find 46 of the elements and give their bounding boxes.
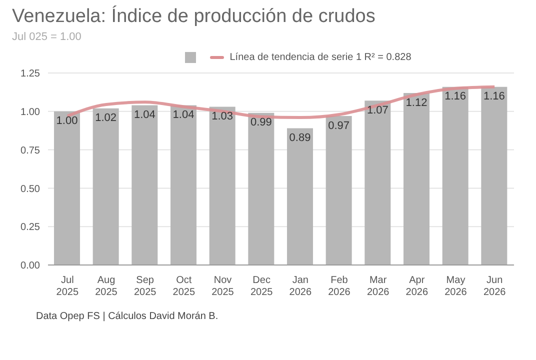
- data-label: 1.12: [406, 96, 428, 109]
- bar: [287, 128, 313, 265]
- bar: [170, 105, 196, 265]
- text: Data Opep FS | Cálculos David Morán B.: [35, 311, 220, 322]
- bar: [54, 111, 80, 265]
- data-label: 1.03: [212, 110, 234, 123]
- x-tick-label: Nov 2025: [212, 275, 234, 298]
- x-tick-label: Sep 2025: [134, 275, 157, 298]
- bar: [132, 105, 158, 265]
- x-tick-label: Apr 2026: [406, 275, 428, 298]
- bar: [326, 116, 352, 265]
- x-tick-label: Jan 2026: [289, 275, 312, 298]
- x-tick-label: Mar 2026: [366, 275, 390, 298]
- data-label: 1.07: [366, 104, 388, 116]
- data-label: 0.97: [328, 120, 350, 132]
- data-label: 0.99: [250, 116, 272, 129]
- y-tick-label: 0.75: [20, 145, 40, 156]
- bar: [442, 86, 468, 265]
- y-tick-label: 0.50: [20, 184, 40, 195]
- legend-label: Línea de tendencia de serie 1 R² = 0.828: [230, 52, 412, 62]
- data-label: 1.04: [134, 109, 156, 122]
- x-tick-label: Dec 2025: [250, 275, 274, 298]
- y-tick-label: 1.25: [20, 68, 40, 80]
- x-tick-label: Feb 2026: [328, 275, 351, 298]
- bar: [404, 92, 430, 265]
- data-label: 1.16: [483, 90, 505, 103]
- bar: [92, 108, 119, 265]
- x-tick-label: May 2026: [444, 275, 468, 298]
- bar: [248, 112, 274, 265]
- y-tick-label: 0.25: [20, 222, 40, 234]
- bar: [481, 86, 508, 265]
- y-tick-label: 0.00: [20, 260, 40, 272]
- x-tick-label: Oct 2025: [172, 275, 196, 298]
- data-label: 1.16: [444, 90, 466, 103]
- chart-title: Venezuela: Índice de producción de crudos: [11, 6, 376, 28]
- data-label: 1.04: [172, 109, 194, 122]
- x-tick-label: Jun 2026: [483, 275, 506, 298]
- data-label: 0.89: [289, 132, 311, 144]
- bar: [209, 106, 236, 265]
- chart-subtitle: Jul 025 = 1.00: [11, 31, 82, 43]
- x-tick-label: Jul 2025: [56, 275, 79, 298]
- bar: [364, 100, 391, 265]
- x-tick-label: Aug 2025: [95, 275, 118, 298]
- y-tick-label: 1.00: [20, 106, 40, 118]
- data-label: 1.02: [95, 112, 117, 124]
- data-label: 1.00: [56, 115, 78, 128]
